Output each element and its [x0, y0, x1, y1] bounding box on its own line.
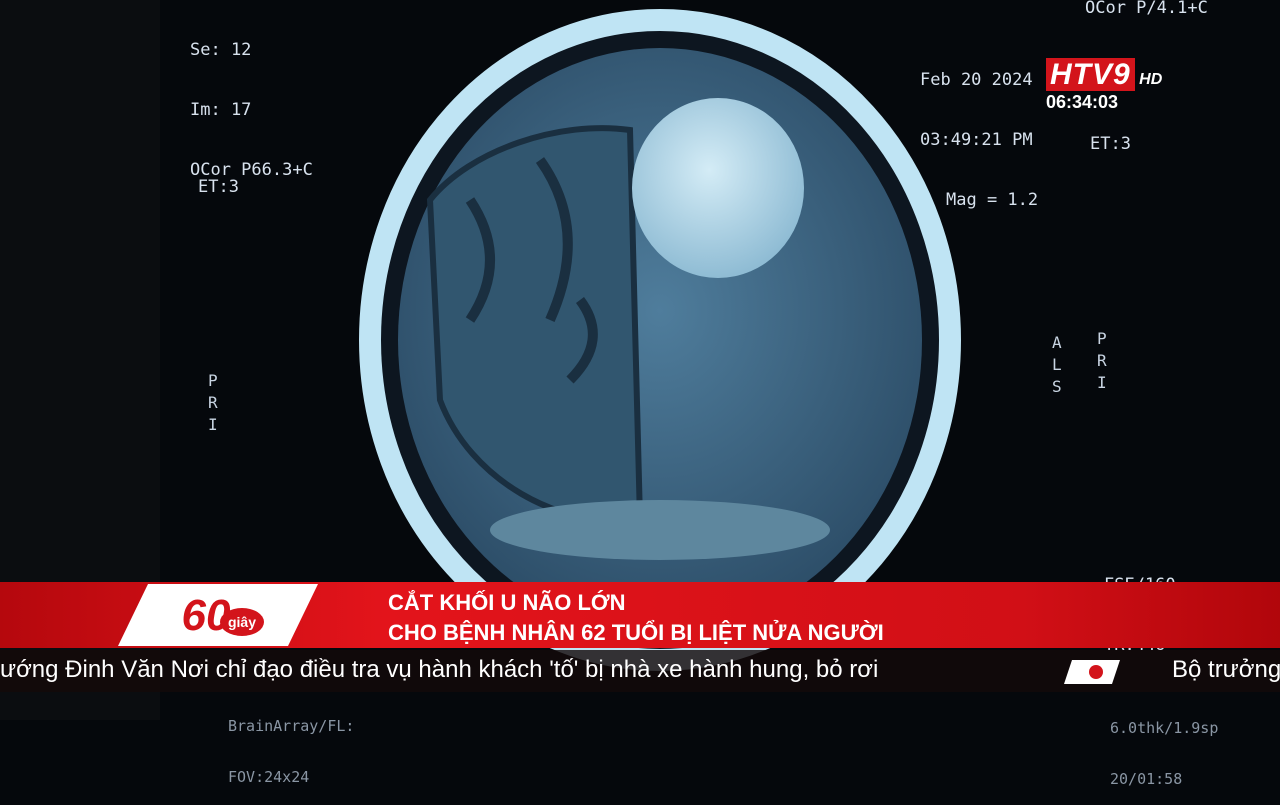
clock: 06:34:03	[1046, 92, 1119, 112]
scan-info: Se: 12 Im: 17 OCor P66.3+C	[190, 0, 313, 200]
orient-letter: A	[1052, 333, 1062, 352]
scan-text: 6.0thk/1.9sp	[1110, 719, 1219, 737]
orient-letter: L	[1052, 355, 1062, 374]
scan-text: ET:3	[1090, 134, 1131, 154]
scan-text: 20/01:58	[1110, 770, 1183, 788]
scan-text: FOV:24x24	[228, 768, 310, 786]
orientation: P R I	[1097, 328, 1107, 394]
program-logo: 60 giây	[118, 584, 318, 646]
scan-text: Im: 17	[190, 100, 252, 120]
scan-text: OCor P/4.1+C	[1085, 0, 1208, 18]
scan-info: BrainArray/FL: FOV:24x24	[228, 684, 354, 803]
program-word: giây	[228, 614, 256, 630]
orient-letter: R	[1097, 351, 1107, 370]
orient-letter: S	[1052, 377, 1062, 396]
orient-letter: I	[208, 415, 218, 434]
ticker-bar	[0, 650, 1280, 692]
channel-name: HTV9	[1046, 58, 1135, 91]
orient-letter: I	[1097, 373, 1107, 392]
screen: Se: 12 Im: 17 OCor P66.3+C ET:3 P R I OC…	[0, 0, 1280, 788]
orient-letter: R	[208, 393, 218, 412]
scan-text: Mag = 1.2	[946, 190, 1039, 210]
scan-text: OCor P66.3+C	[190, 160, 313, 180]
ticker-next: Bộ trưởng	[1172, 656, 1280, 683]
scan-info: Feb 20 2024 03:49:21 PM Mag = 1.2	[920, 30, 1038, 230]
mri-scan	[359, 9, 961, 671]
ticker-text: ướng Đinh Văn Nơi chỉ đạo điều tra vụ hà…	[0, 656, 879, 683]
headline-line: CẮT KHỐI U NÃO LỚN	[388, 590, 626, 615]
channel-logo: HTV9 HD 06:34:03	[1046, 58, 1196, 113]
scan-info: 6.0thk/1.9sp 20/01:58	[1110, 686, 1218, 805]
scan-text: 03:49:21 PM	[920, 130, 1033, 150]
scan-text: BrainArray/FL:	[228, 717, 355, 735]
orientation: P R I	[208, 370, 218, 436]
scan-text: Feb 20 2024	[920, 70, 1033, 90]
headline-line: CHO BỆNH NHÂN 62 TUỔI BỊ LIỆT NỬA NGƯỜI	[388, 620, 884, 645]
headline: CẮT KHỐI U NÃO LỚN CHO BỆNH NHÂN 62 TUỔI…	[388, 588, 884, 648]
orientation: A L S	[1052, 332, 1062, 398]
orient-letter: P	[208, 371, 218, 390]
scan-text: ET:3	[198, 177, 239, 197]
channel-hd: HD	[1139, 71, 1163, 88]
ticker-logo	[1064, 660, 1120, 684]
orient-letter: P	[1097, 329, 1107, 348]
scan-text: Se: 12	[190, 40, 252, 60]
